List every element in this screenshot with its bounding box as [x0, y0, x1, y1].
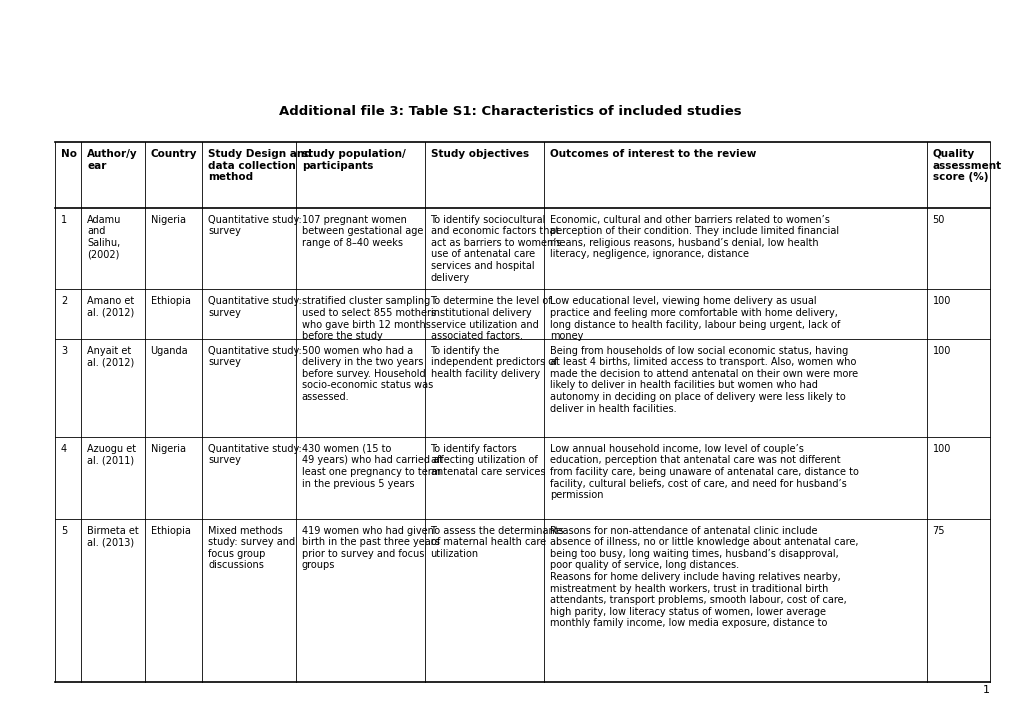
Text: 3: 3 [61, 346, 67, 356]
Text: Quantitative study:
survey: Quantitative study: survey [208, 444, 302, 465]
Text: stratified cluster sampling
used to select 855 mothers
who gave birth 12 months
: stratified cluster sampling used to sele… [302, 297, 435, 341]
Text: Country: Country [151, 149, 197, 159]
Text: 1: 1 [61, 215, 67, 225]
Text: 4: 4 [61, 444, 67, 454]
Text: To determine the level of
institutional delivery
service utilization and
associa: To determine the level of institutional … [430, 297, 551, 341]
Text: Nigeria: Nigeria [151, 444, 185, 454]
Text: Low educational level, viewing home delivery as usual
practice and feeling more : Low educational level, viewing home deli… [549, 297, 840, 341]
Text: Uganda: Uganda [151, 346, 189, 356]
Text: Author/y
ear: Author/y ear [87, 149, 138, 171]
Text: Low annual household income, low level of couple’s
education, perception that an: Low annual household income, low level o… [549, 444, 858, 500]
Text: 500 women who had a
delivery in the two years
before survey. Household
socio-eco: 500 women who had a delivery in the two … [302, 346, 433, 402]
Text: Being from households of low social economic status, having
at least 4 births, l: Being from households of low social econ… [549, 346, 857, 413]
Text: Quantitative study:
survey: Quantitative study: survey [208, 297, 302, 318]
Text: Quality
assessment
score (%): Quality assessment score (%) [931, 149, 1001, 182]
Text: 100: 100 [931, 297, 950, 307]
Text: Birmeta et
al. (2013): Birmeta et al. (2013) [87, 526, 139, 547]
Text: Ethiopia: Ethiopia [151, 526, 191, 536]
Text: Azuogu et
al. (2011): Azuogu et al. (2011) [87, 444, 137, 465]
Text: Study objectives: Study objectives [430, 149, 528, 159]
Text: Nigeria: Nigeria [151, 215, 185, 225]
Text: Reasons for non-attendance of antenatal clinic include
absence of illness, no or: Reasons for non-attendance of antenatal … [549, 526, 858, 629]
Text: To identify sociocultural
and economic factors that
act as barriers to women’s
u: To identify sociocultural and economic f… [430, 215, 560, 282]
Text: Mixed methods
study: survey and
focus group
discussions: Mixed methods study: survey and focus gr… [208, 526, 296, 570]
Text: Anyait et
al. (2012): Anyait et al. (2012) [87, 346, 135, 367]
Text: 100: 100 [931, 444, 950, 454]
Text: Study Design and
data collection
method: Study Design and data collection method [208, 149, 312, 182]
Text: Quantitative study:
survey: Quantitative study: survey [208, 346, 302, 367]
Text: 107 pregnant women
between gestational age
range of 8–40 weeks: 107 pregnant women between gestational a… [302, 215, 423, 248]
Text: Outcomes of interest to the review: Outcomes of interest to the review [549, 149, 756, 159]
Text: 100: 100 [931, 346, 950, 356]
Text: Adamu
and
Salihu,
(2002): Adamu and Salihu, (2002) [87, 215, 121, 259]
Text: To assess the determinants
of maternal health care
utilization: To assess the determinants of maternal h… [430, 526, 564, 559]
Text: 50: 50 [931, 215, 944, 225]
Text: Quantitative study:
survey: Quantitative study: survey [208, 215, 302, 236]
Text: Amano et
al. (2012): Amano et al. (2012) [87, 297, 135, 318]
Text: 419 women who had given
birth in the past three years
prior to survey and focus
: 419 women who had given birth in the pas… [302, 526, 439, 570]
Text: Economic, cultural and other barriers related to women’s
perception of their con: Economic, cultural and other barriers re… [549, 215, 839, 259]
Text: 2: 2 [61, 297, 67, 307]
Text: study population/
participants: study population/ participants [302, 149, 406, 171]
Text: 430 women (15 to
49 years) who had carried at
least one pregnancy to term
in the: 430 women (15 to 49 years) who had carri… [302, 444, 442, 489]
Text: Additional file 3: Table S1: Characteristics of included studies: Additional file 3: Table S1: Characteris… [278, 105, 741, 118]
Text: To identify factors
affecting utilization of
antenatal care services: To identify factors affecting utilizatio… [430, 444, 544, 477]
Text: To identify the
independent predictors of
health facility delivery: To identify the independent predictors o… [430, 346, 556, 379]
Text: No: No [61, 149, 76, 159]
Text: 1: 1 [982, 685, 989, 695]
Text: Ethiopia: Ethiopia [151, 297, 191, 307]
Text: 5: 5 [61, 526, 67, 536]
Text: 75: 75 [931, 526, 945, 536]
